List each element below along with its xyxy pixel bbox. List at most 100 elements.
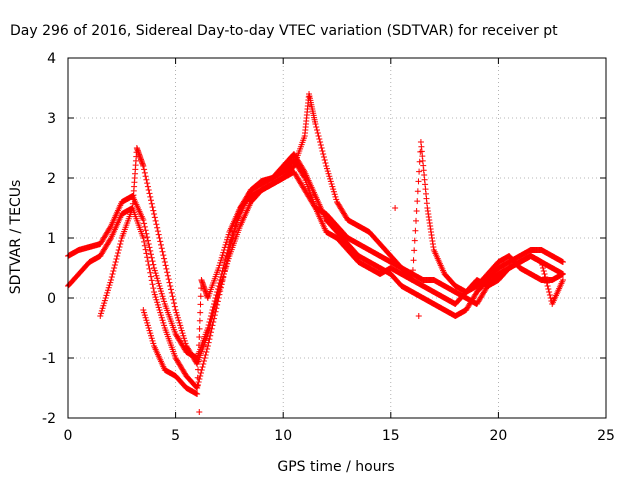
data-point-interp (318, 145, 325, 151)
data-point-interp (116, 244, 123, 250)
data-point-interp (117, 241, 124, 247)
data-point-interp (142, 173, 149, 180)
data-point-interp (197, 370, 204, 376)
chart-title: Day 296 of 2016, Sidereal Day-to-day VTE… (10, 23, 558, 39)
data-point-interp (148, 277, 155, 284)
data-point (140, 307, 147, 313)
data-point-interp (109, 271, 116, 277)
data-point-interp (155, 304, 162, 311)
data-point-interp (413, 217, 420, 224)
data-point-interp (196, 317, 203, 324)
data-point-interp (314, 130, 321, 136)
data-point-interp (153, 296, 160, 303)
data-point-interp (159, 293, 166, 300)
data-point (140, 163, 147, 169)
data-point-interp (112, 259, 119, 265)
data-point-interp (154, 299, 161, 306)
data-point-interp (181, 335, 188, 342)
data-point-interp (149, 204, 156, 211)
data-point-interp (224, 236, 231, 243)
data-point-interp (201, 355, 208, 361)
data-point-interp (101, 297, 108, 304)
data-point (172, 307, 179, 313)
data-point-interp (154, 301, 161, 308)
data-point (559, 259, 566, 265)
data-point-interp (169, 293, 176, 300)
data-point-interp (207, 319, 214, 325)
data-point-interp (194, 382, 201, 389)
data-point-interp (202, 352, 209, 358)
data-point-interp (195, 366, 202, 373)
data-point-interp (316, 136, 323, 142)
data-point-interp (414, 188, 421, 195)
data-point-interp (141, 238, 148, 245)
data-point-interp (315, 133, 322, 139)
data-point (194, 391, 201, 397)
data-point-interp (141, 166, 148, 173)
data-point (151, 211, 158, 217)
data-point-interp (206, 336, 213, 343)
data-point (409, 277, 416, 283)
data-point-interp (321, 157, 328, 163)
data-point-interp (177, 322, 184, 329)
data-point-interp (162, 262, 169, 269)
data-point-interp (161, 255, 168, 262)
x-tick-label: 25 (597, 428, 615, 444)
data-point-interp (218, 254, 225, 261)
data-point-interp (414, 198, 421, 205)
x-tick-label: 0 (64, 428, 73, 444)
data-point-interp (320, 154, 327, 160)
data-point-interp (219, 252, 226, 259)
data-point-interp (154, 228, 161, 235)
data-point (538, 259, 545, 265)
data-point-interp (217, 281, 224, 288)
axis-ticks: 0 5 10 15 20 25 -2 -1 0 1 2 3 4 (42, 51, 615, 444)
data-point-interp (225, 255, 232, 262)
data-point-interp (330, 186, 337, 193)
data-point-interp (319, 148, 326, 154)
data-point-interp (152, 217, 159, 224)
data-point-interp (144, 258, 151, 265)
data-point-interp (222, 241, 229, 248)
data-point-interp (142, 246, 149, 253)
data-point-interp (157, 285, 164, 292)
data-point (215, 265, 222, 271)
data-point-interp (103, 292, 110, 299)
data-point-interp (173, 309, 180, 316)
data-point-interp (110, 268, 117, 274)
data-point (151, 289, 158, 295)
data-point-interp (146, 327, 153, 334)
data-point-interp (325, 170, 332, 177)
data-point-interp (151, 214, 158, 221)
data-point-interp (205, 328, 212, 334)
data-point-interp (220, 249, 227, 256)
data-point-interp (541, 271, 548, 277)
data-point-interp (143, 176, 150, 183)
data-point-interp (209, 313, 216, 319)
data-point-interp (196, 334, 203, 340)
data-point-interp (224, 258, 231, 265)
data-point-interp (217, 283, 224, 290)
data-point-interp (177, 325, 184, 331)
data-point-interp (148, 251, 155, 258)
data-point-interp (153, 221, 160, 228)
data-point-interp (539, 262, 546, 268)
data-point-interp (104, 287, 111, 294)
data-point-interp (225, 231, 232, 238)
data-point-interp (152, 294, 159, 301)
data-point-interp (148, 335, 155, 342)
data-point-interp (330, 188, 337, 195)
data-point-interp (333, 196, 340, 203)
data-point-interp (201, 358, 208, 364)
data-point-interp (147, 269, 154, 276)
data-point (140, 235, 147, 241)
data-point-interp (211, 307, 218, 313)
data-point-interp (167, 283, 174, 289)
data-point-interp (150, 207, 157, 214)
data-point-interp (98, 307, 105, 314)
data-point-interp (174, 312, 181, 319)
data-point-interp (150, 340, 157, 347)
data-point-interp (170, 296, 177, 303)
data-point-interp (413, 208, 420, 214)
data-point-interp (114, 253, 121, 259)
